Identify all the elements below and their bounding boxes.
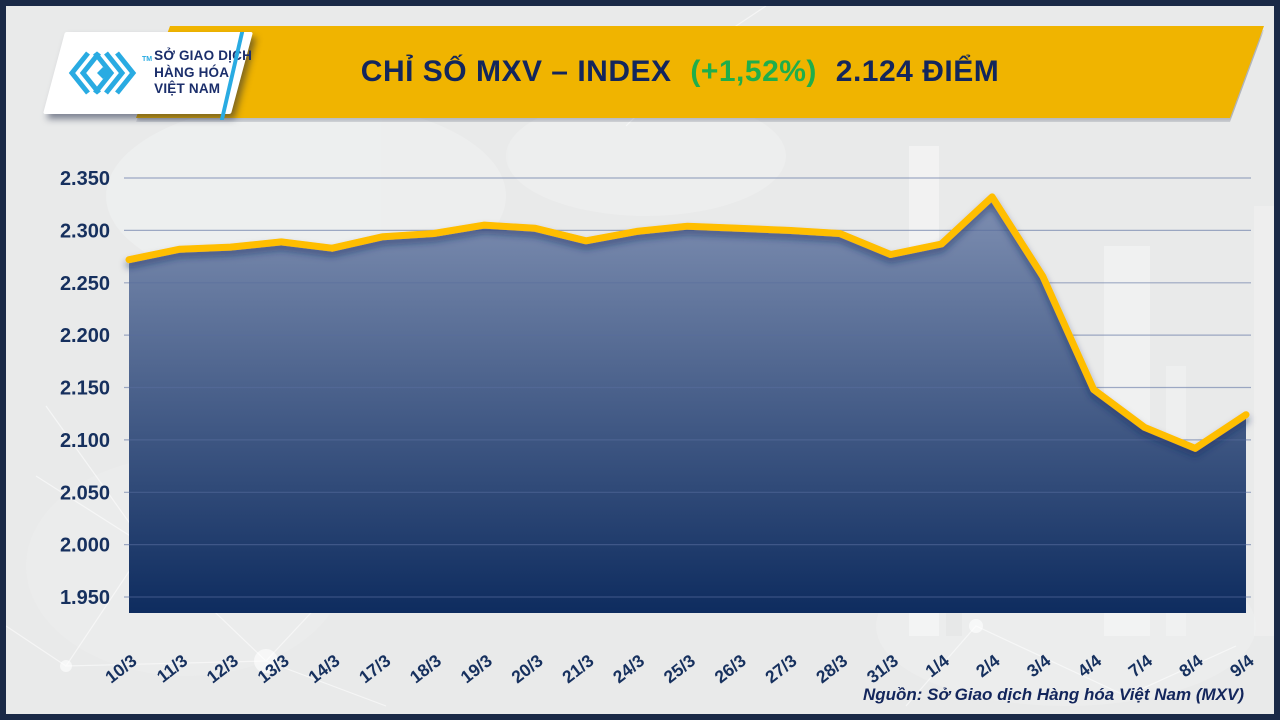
svg-text:2.300: 2.300 — [60, 220, 110, 242]
mxv-logo-card: TM SỞ GIAO DỊCH HÀNG HÓA VIỆT NAM — [54, 32, 252, 114]
mxv-index-area-chart: 2.350 2.300 2.250 2.200 2.150 2.100 2.050 2.000… — [6, 6, 1274, 714]
svg-text:1/4: 1/4 — [921, 650, 953, 681]
svg-text:2.350: 2.350 — [60, 168, 110, 190]
svg-text:24/3: 24/3 — [609, 650, 648, 687]
svg-text:4/4: 4/4 — [1074, 650, 1106, 681]
svg-text:27/3: 27/3 — [761, 650, 800, 687]
svg-text:2.250: 2.250 — [60, 273, 110, 295]
svg-text:2/4: 2/4 — [972, 650, 1004, 681]
mxv-chevrons-icon — [68, 51, 137, 95]
svg-text:2.100: 2.100 — [60, 430, 110, 452]
trademark-symbol: TM — [142, 56, 153, 63]
svg-text:21/3: 21/3 — [558, 650, 597, 687]
source-caption: Nguồn: Sở Giao dịch Hàng hóa Việt Nam (M… — [862, 685, 1244, 704]
svg-text:31/3: 31/3 — [863, 650, 902, 687]
svg-text:2.150: 2.150 — [60, 378, 110, 400]
svg-text:13/3: 13/3 — [254, 650, 293, 687]
svg-text:10/3: 10/3 — [101, 650, 140, 687]
svg-text:11/3: 11/3 — [153, 650, 192, 686]
svg-text:14/3: 14/3 — [304, 650, 343, 687]
svg-text:2.050: 2.050 — [60, 482, 110, 504]
svg-text:12/3: 12/3 — [203, 650, 242, 687]
title-banner: CHỈ SỐ MXV – INDEX (+1,52%) 2.124 ĐIỂM — [136, 26, 1264, 118]
svg-text:25/3: 25/3 — [660, 650, 699, 687]
svg-text:28/3: 28/3 — [812, 650, 851, 687]
svg-text:17/3: 17/3 — [355, 650, 394, 687]
svg-text:3/4: 3/4 — [1023, 650, 1055, 681]
svg-text:2.200: 2.200 — [60, 325, 110, 347]
svg-text:26/3: 26/3 — [711, 650, 750, 687]
title-main: CHỈ SỐ MXV – INDEX — [360, 55, 672, 88]
title-change-percent: (+1,52%) — [690, 55, 817, 88]
svg-text:2.000: 2.000 — [60, 535, 110, 557]
svg-text:18/3: 18/3 — [406, 650, 445, 687]
svg-text:19/3: 19/3 — [457, 650, 496, 687]
logo-org-name: SỞ GIAO DỊCH HÀNG HÓA VIỆT NAM — [154, 48, 253, 97]
header: CHỈ SỐ MXV – INDEX (+1,52%) 2.124 ĐIỂM — [6, 6, 1274, 136]
title-points: 2.124 ĐIỂM — [835, 55, 1000, 88]
svg-text:9/4: 9/4 — [1226, 650, 1258, 681]
svg-text:1.950: 1.950 — [60, 587, 110, 609]
page-title: CHỈ SỐ MXV – INDEX (+1,52%) 2.124 ĐIỂM — [361, 55, 1039, 89]
svg-text:8/4: 8/4 — [1175, 650, 1207, 681]
svg-text:20/3: 20/3 — [508, 650, 547, 687]
svg-text:7/4: 7/4 — [1124, 650, 1156, 681]
